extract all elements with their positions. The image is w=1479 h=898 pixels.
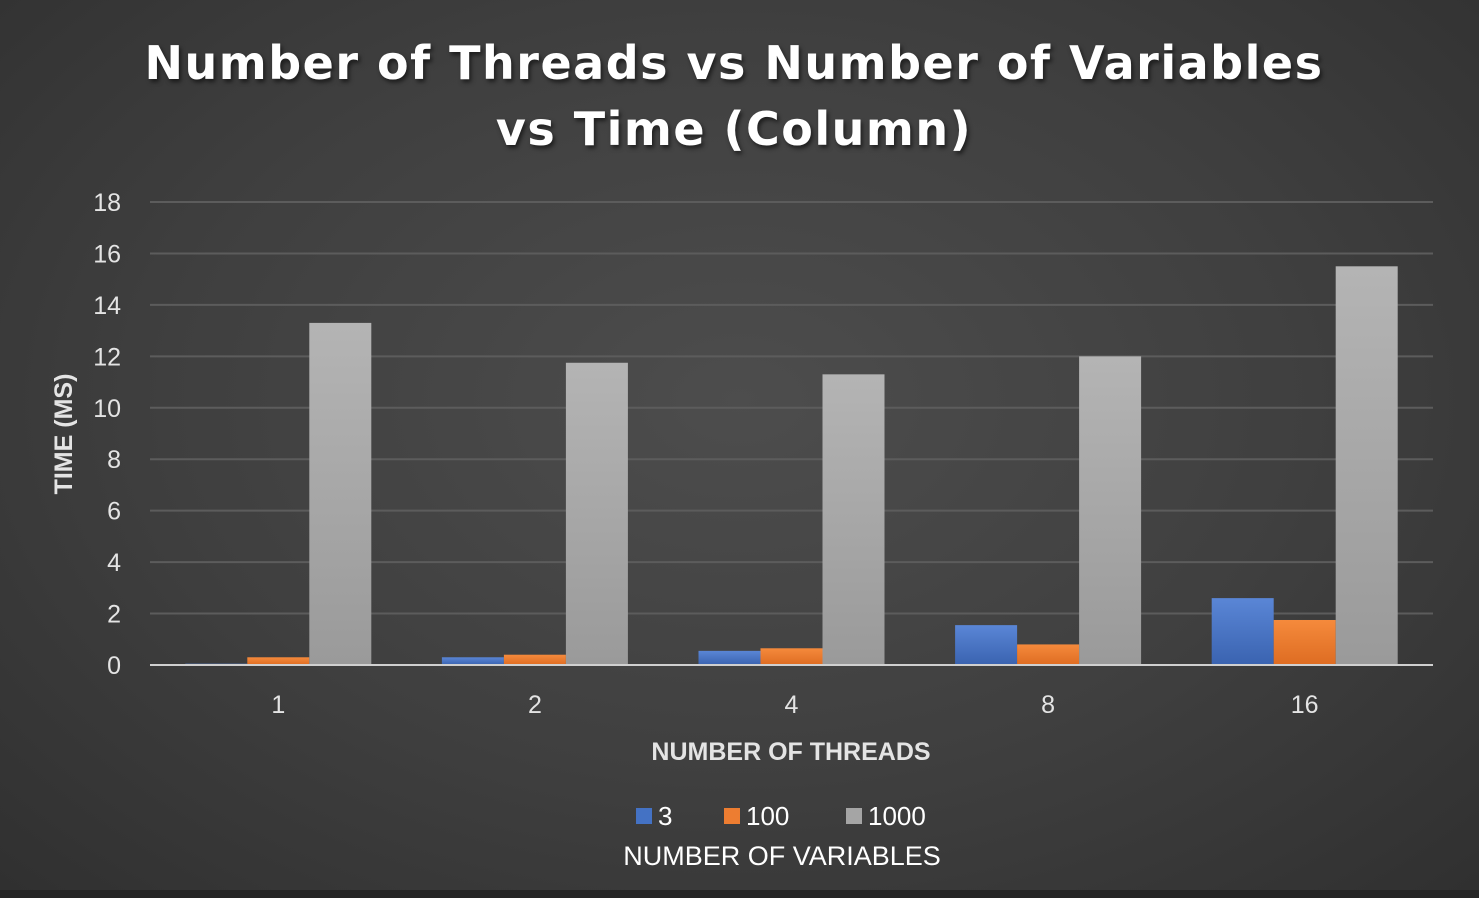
y-axis-title: TIME (MS)	[50, 374, 78, 495]
y-tick-label: 0	[107, 652, 121, 680]
legend-swatch-1000	[846, 808, 862, 824]
bar-3-threads-2	[441, 657, 504, 665]
bars	[185, 266, 1398, 665]
x-axis-title: NUMBER OF THREADS	[651, 738, 930, 766]
legend-swatch-100	[724, 808, 740, 824]
chart-title-line-2: vs Time (Column)	[495, 102, 973, 156]
legend-title: NUMBER OF VARIABLES	[623, 841, 941, 871]
chart-title: Number of Threads vs Number of Variables…	[0, 30, 1468, 162]
y-tick-label: 12	[93, 343, 121, 371]
y-axis-ticks: 0 2 4 6 8 10 12 14 16 18	[93, 189, 121, 680]
legend-label-3: 3	[658, 801, 672, 831]
y-tick-label: 2	[107, 601, 121, 629]
bar-3-threads-4	[698, 650, 761, 665]
bar-100-threads-2	[503, 654, 566, 665]
bar-100-threads-4	[760, 648, 823, 665]
x-tick-label: 1	[271, 691, 285, 719]
legend-label-100: 100	[746, 801, 789, 831]
bar-100-threads-16	[1273, 619, 1336, 665]
y-tick-label: 4	[107, 549, 121, 577]
bar-100-threads-8	[1017, 644, 1080, 665]
y-tick-label: 18	[93, 189, 121, 217]
legend-swatch-3	[636, 808, 652, 824]
y-tick-label: 10	[93, 395, 121, 423]
y-tick-label: 14	[93, 292, 121, 320]
y-tick-label: 8	[107, 446, 121, 474]
bar-1000-threads-2	[565, 362, 628, 665]
bar-1000-threads-8	[1079, 356, 1142, 665]
bar-3-threads-16	[1211, 598, 1274, 665]
legend: 3 100 1000	[636, 801, 926, 831]
x-tick-label: 16	[1291, 691, 1319, 719]
x-tick-label: 4	[785, 691, 799, 719]
bar-1000-threads-16	[1335, 266, 1398, 665]
y-tick-label: 16	[93, 240, 121, 268]
bar-3-threads-8	[955, 625, 1018, 665]
x-tick-label: 2	[528, 691, 542, 719]
bar-1000-threads-4	[822, 374, 885, 665]
legend-label-1000: 1000	[868, 801, 926, 831]
x-axis-ticks: 1 2 4 8 16	[271, 691, 1318, 719]
y-tick-label: 6	[107, 498, 121, 526]
bar-1000-threads-1	[309, 322, 372, 665]
chart-title-line-1: Number of Threads vs Number of Variables	[144, 36, 1324, 90]
bar-100-threads-1	[247, 657, 310, 665]
x-tick-label: 8	[1041, 691, 1055, 719]
